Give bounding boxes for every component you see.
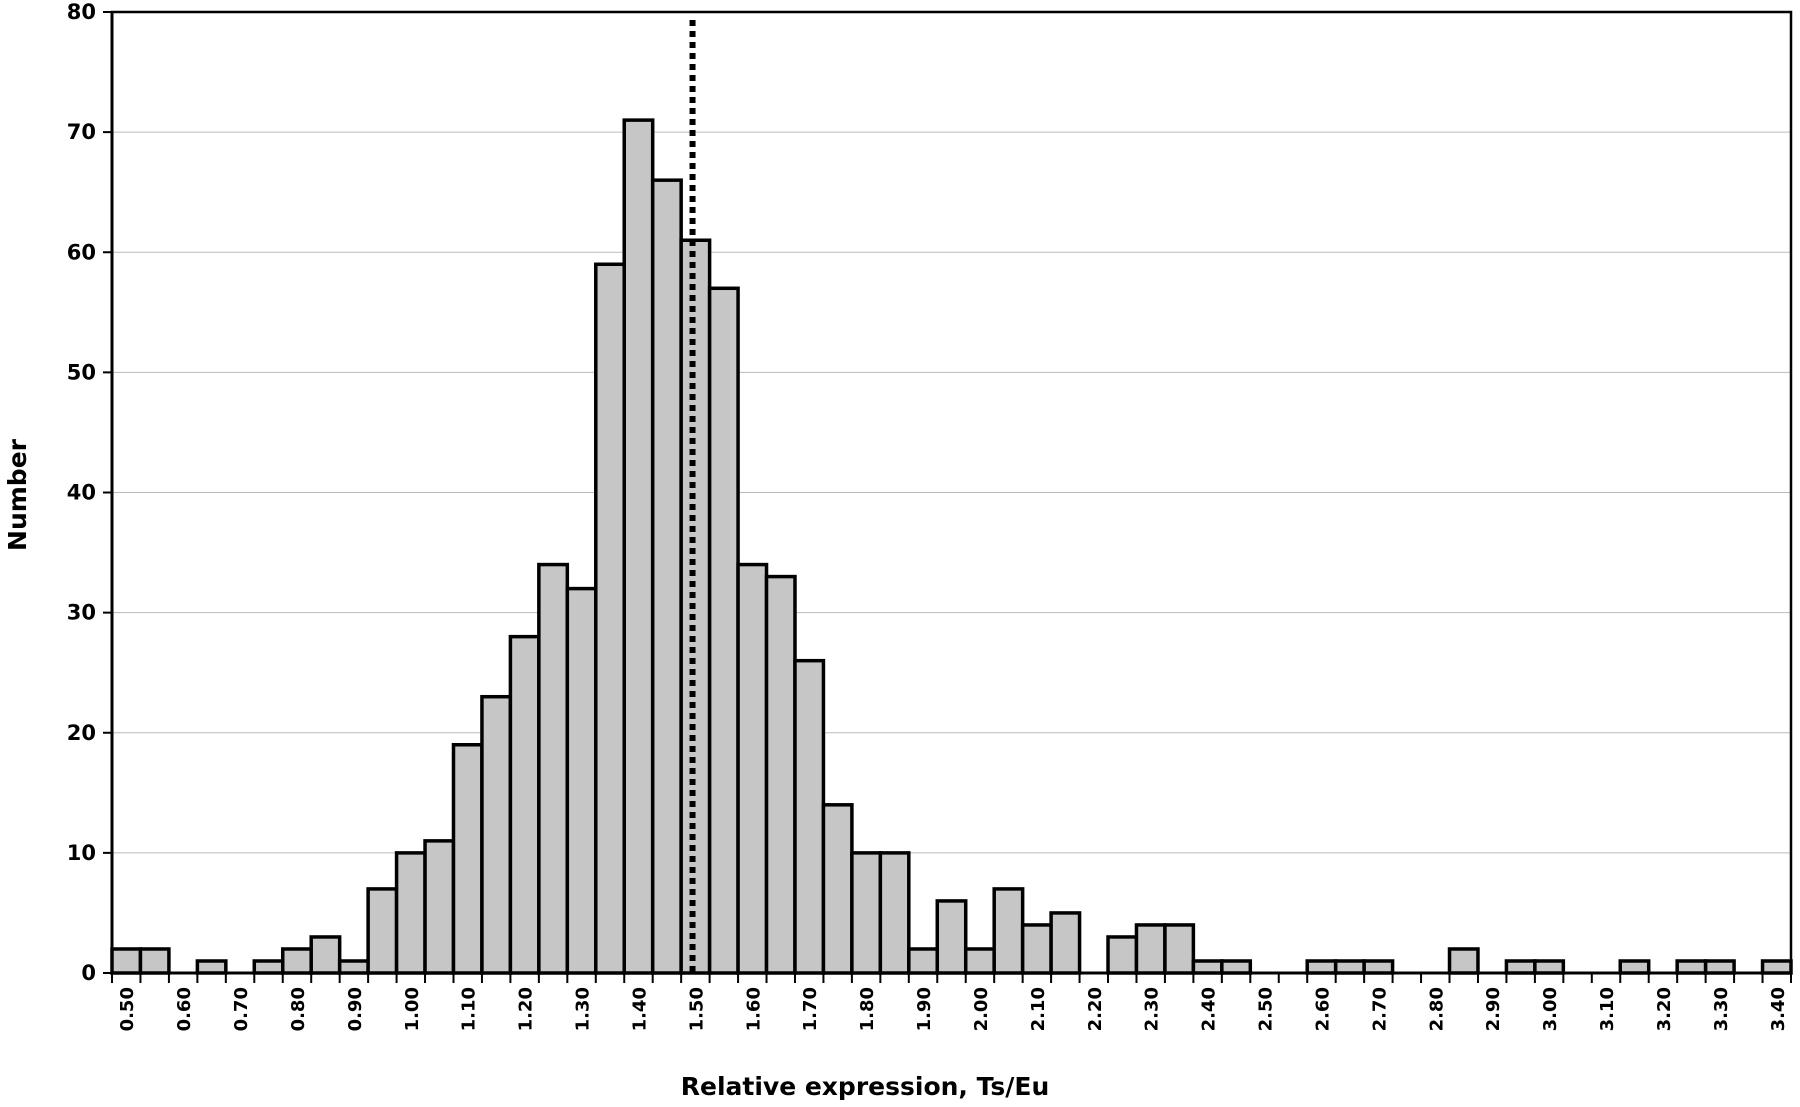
x-tick-label: 1.90 <box>914 987 935 1031</box>
x-tick-label: 2.20 <box>1085 987 1106 1031</box>
x-tick-label: 1.10 <box>459 987 480 1031</box>
histogram-bar <box>1703 959 1736 975</box>
histogram-bar <box>138 947 171 975</box>
y-tick-label: 50 <box>67 360 96 384</box>
histogram-bar <box>1191 959 1224 975</box>
histogram-bar <box>992 887 1025 975</box>
x-tick-label: 1.30 <box>573 987 594 1031</box>
histogram-bar <box>110 947 143 975</box>
histogram-bar <box>252 959 285 975</box>
histogram-bar <box>1675 959 1708 975</box>
x-tick-label: 0.80 <box>288 987 309 1031</box>
gridlines <box>112 131 1791 854</box>
x-tick-label: 3.00 <box>1540 987 1561 1031</box>
x-tick-label: 2.60 <box>1312 987 1333 1031</box>
x-tick-label: 2.70 <box>1369 987 1390 1031</box>
x-tick-label: 0.60 <box>174 987 195 1031</box>
x-tick-label: 1.20 <box>516 987 537 1031</box>
histogram-bar <box>622 118 655 975</box>
y-axis-title: Number <box>3 438 32 551</box>
histogram-bar <box>1333 959 1366 975</box>
x-tick-label: 3.40 <box>1768 987 1789 1031</box>
histogram-bar <box>537 562 570 975</box>
x-tick-label: 2.80 <box>1426 987 1447 1031</box>
histogram-bar <box>1760 959 1793 975</box>
y-tick-label: 20 <box>67 721 96 745</box>
y-tick-label: 0 <box>81 961 96 985</box>
x-tick-labels: 0.50 0.60 0.70 0.80 0.90 1.00 1.10 1.20 1.30 1.40… <box>117 987 1789 1031</box>
y-tick-label: 60 <box>67 240 96 264</box>
histogram-bar <box>793 658 826 975</box>
histogram-bar <box>1533 959 1566 975</box>
x-tick-label: 2.50 <box>1256 987 1277 1031</box>
axes <box>103 10 1793 983</box>
y-tick-label: 70 <box>67 120 96 144</box>
histogram-bar <box>821 803 854 975</box>
histogram-bar <box>451 743 484 975</box>
histogram-bar <box>1220 959 1253 975</box>
histogram-bar <box>935 899 968 975</box>
x-tick-label: 1.00 <box>402 987 423 1031</box>
histogram-bar <box>1134 923 1167 975</box>
histogram-bar <box>707 286 740 975</box>
histogram-bar <box>1163 923 1196 975</box>
y-tick-label: 40 <box>67 481 96 505</box>
x-tick-label: 3.10 <box>1597 987 1618 1031</box>
histogram-bar <box>337 959 370 975</box>
histogram-bar <box>195 959 228 975</box>
histogram-bar <box>423 839 456 975</box>
x-tick-label: 1.60 <box>743 987 764 1031</box>
histogram-bar <box>736 562 769 975</box>
x-tick-label: 2.10 <box>1028 987 1049 1031</box>
histogram-bar <box>1305 959 1338 975</box>
histogram-bar <box>508 634 541 975</box>
x-tick-label: 3.30 <box>1711 987 1732 1031</box>
x-tick-label: 1.70 <box>800 987 821 1031</box>
y-tick-labels: 0 10 20 30 40 50 60 70 80 <box>67 0 96 985</box>
y-tick-label: 80 <box>67 0 96 24</box>
histogram-bars <box>110 118 1793 975</box>
x-axis-title: Relative expression, Ts/Eu <box>681 1072 1050 1101</box>
histogram-bar <box>878 851 911 975</box>
histogram-bar <box>1504 959 1537 975</box>
histogram-bar <box>907 947 940 975</box>
histogram-bar <box>394 851 427 975</box>
x-tick-label: 1.80 <box>857 987 878 1031</box>
x-tick-label: 0.70 <box>231 987 252 1031</box>
histogram-bar <box>850 851 883 975</box>
histogram-bar <box>1049 911 1082 975</box>
x-tick-label: 1.40 <box>629 987 650 1031</box>
x-tick-label: 2.00 <box>971 987 992 1031</box>
x-tick-label: 2.40 <box>1199 987 1220 1031</box>
histogram-bar <box>366 887 399 975</box>
histogram-bar <box>280 947 313 975</box>
histogram-bar <box>1362 959 1395 975</box>
histogram-bar <box>594 262 626 975</box>
x-tick-label: 2.90 <box>1483 987 1504 1031</box>
x-tick-label: 0.90 <box>345 987 366 1031</box>
x-tick-label: 3.20 <box>1654 987 1675 1031</box>
histogram-bar <box>1618 959 1651 975</box>
y-tick-label: 10 <box>67 841 96 865</box>
histogram-bar <box>1106 935 1139 975</box>
x-tick-label: 0.50 <box>117 987 138 1031</box>
x-tick-label: 2.30 <box>1142 987 1163 1031</box>
y-tick-label: 30 <box>67 601 96 625</box>
histogram-bar <box>650 178 683 975</box>
histogram-bar <box>309 935 342 975</box>
x-tick-label: 1.50 <box>686 987 707 1031</box>
histogram-bar <box>764 574 797 975</box>
histogram-bar <box>1447 947 1480 975</box>
histogram-bar <box>480 694 513 975</box>
histogram-bar <box>963 947 996 975</box>
histogram-bar <box>1020 923 1053 975</box>
histogram-bar <box>565 586 598 975</box>
